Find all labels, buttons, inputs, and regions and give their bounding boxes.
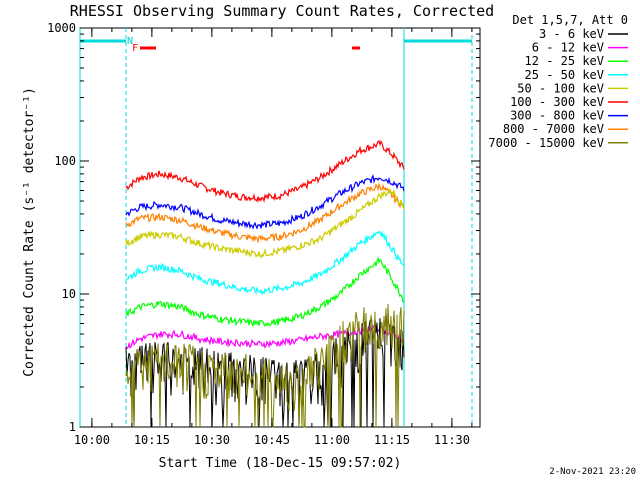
legend-label: 3 - 6 keV xyxy=(539,27,604,41)
chart-title: RHESSI Observing Summary Count Rates, Co… xyxy=(70,2,494,20)
series-line-0 xyxy=(125,140,405,204)
legend-label: 12 - 25 keV xyxy=(525,54,604,68)
legend-label: 25 - 50 keV xyxy=(525,68,604,82)
flag-markers: NF xyxy=(127,36,360,54)
legend-label: 800 - 7000 keV xyxy=(503,122,604,136)
x-tick-label: 10:30 xyxy=(194,433,230,447)
y-tick-label: 100 xyxy=(54,154,76,168)
series-line-1 xyxy=(125,174,405,230)
legend-label: 7000 - 15000 keV xyxy=(488,136,604,150)
x-axis-label: Start Time (18-Dec-15 09:57:02) xyxy=(159,456,402,471)
y-tick-label: 1 xyxy=(69,420,76,434)
series-line-8 xyxy=(125,303,405,428)
y-tick-label: 10 xyxy=(62,287,76,301)
series-line-3 xyxy=(125,188,405,259)
legend-label: 300 - 800 keV xyxy=(510,109,604,123)
x-tick-label: 11:30 xyxy=(434,433,470,447)
y-tick-label: 1000 xyxy=(47,21,76,35)
series-line-4 xyxy=(125,230,405,296)
x-tick-label: 10:15 xyxy=(134,433,170,447)
series-line-7 xyxy=(125,313,405,428)
legend-header: Det 1,5,7, Att 0 xyxy=(512,13,628,27)
x-tick-label: 11:00 xyxy=(314,433,350,447)
series-line-5 xyxy=(125,256,405,328)
y-axis-label: Corrected Count Rate (s⁻¹ detector⁻¹) xyxy=(22,87,37,377)
flag-label: F xyxy=(132,43,138,54)
legend-label: 100 - 300 keV xyxy=(510,95,604,109)
y-axis: 1 10 100 1000 xyxy=(47,21,480,434)
x-tick-label: 10:45 xyxy=(254,433,290,447)
x-axis: 10:00 10:15 10:30 10:45 11:00 11:15 11:30 xyxy=(74,28,473,447)
series-line-2 xyxy=(125,182,405,244)
plot-area: NF 10:00 10:15 10:30 10:45 11:00 11:15 11:30 1… xyxy=(47,21,481,447)
legend-label: 6 - 12 keV xyxy=(532,41,604,55)
series-layer xyxy=(125,140,405,428)
legend-label: 50 - 100 keV xyxy=(517,81,604,95)
x-tick-label: 10:00 xyxy=(74,433,110,447)
footer-timestamp: 2-Nov-2021 23:20 xyxy=(549,467,636,477)
x-tick-label: 11:15 xyxy=(374,433,410,447)
flag-label: N xyxy=(127,36,133,47)
